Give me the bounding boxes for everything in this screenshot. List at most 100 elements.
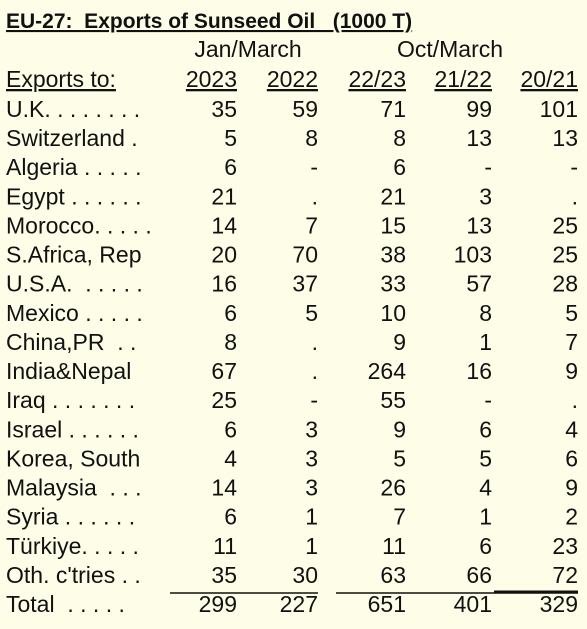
cell: 2 (565, 504, 578, 530)
cell: 5 (479, 445, 492, 471)
cell: - (310, 154, 318, 180)
cell: 16 (466, 358, 492, 384)
cell: 401 (454, 591, 492, 617)
cell: 20 (211, 242, 237, 268)
cell: 299 (199, 591, 237, 617)
table-title: EU-27: Exports of Sunseed Oil (1000 T) (6, 10, 412, 33)
cell: 3 (479, 183, 492, 209)
cell: . (572, 183, 578, 209)
cell: 9 (393, 416, 406, 442)
cell: . (312, 358, 318, 384)
cell: 6 (224, 416, 237, 442)
cell: 5 (393, 445, 406, 471)
cell: 264 (368, 358, 407, 384)
cell: 6 (565, 445, 578, 471)
row-label: Israel . . . . . . (6, 416, 139, 442)
cell: 227 (280, 591, 318, 617)
cell: . (572, 387, 578, 413)
cell: 35 (211, 562, 237, 588)
cell: - (484, 154, 492, 180)
cell: 7 (565, 329, 578, 355)
column-header: 2022 (267, 66, 318, 92)
cell: 6 (393, 154, 406, 180)
cell: - (570, 154, 578, 180)
row-label: Morocco. . . . . (6, 212, 152, 238)
cell: . (312, 329, 318, 355)
cell: 329 (540, 591, 578, 617)
row-label: Korea, South (6, 445, 140, 471)
cell: - (484, 387, 492, 413)
cell: 7 (393, 504, 406, 530)
row-label: China,PR . . (6, 329, 136, 355)
cell: 70 (292, 242, 318, 268)
cell: 1 (479, 329, 492, 355)
cell: 13 (466, 125, 492, 151)
cell: 3 (305, 475, 318, 501)
cell: 103 (454, 242, 492, 268)
row-label: Türkiye. . . . . (6, 533, 139, 559)
cell: 101 (540, 96, 578, 122)
cell: 5 (565, 300, 578, 326)
cell: 8 (479, 300, 492, 326)
cell: 5 (305, 300, 318, 326)
cell: 4 (479, 475, 492, 501)
cell: 21 (211, 183, 237, 209)
cell: 3 (305, 416, 318, 442)
cell: - (310, 387, 318, 413)
cell: 14 (211, 212, 237, 238)
cell: 6 (224, 300, 237, 326)
cell: 651 (368, 591, 406, 617)
cell: 1 (305, 533, 318, 559)
cell: 8 (393, 125, 406, 151)
cell: 72 (552, 562, 578, 588)
cell: 15 (380, 212, 406, 238)
cell: . (312, 183, 318, 209)
cell: 71 (380, 96, 406, 122)
cell: 9 (565, 358, 578, 384)
column-header: 2023 (186, 66, 237, 92)
cell: 99 (466, 96, 492, 122)
cell: 6 (479, 533, 492, 559)
cell: 8 (224, 329, 237, 355)
cell: 14 (211, 475, 237, 501)
cell: 21 (380, 183, 406, 209)
cell: 11 (382, 533, 406, 559)
cell: 30 (292, 562, 318, 588)
cell: 25 (552, 242, 578, 268)
column-header: Exports to: (6, 66, 116, 92)
row-label: Malaysia . . . (6, 475, 141, 501)
cell: 16 (211, 271, 237, 297)
row-label: Total . . . . . (6, 591, 125, 617)
cell: 10 (380, 300, 406, 326)
row-label: Syria . . . . . . (6, 504, 135, 530)
row-label: Iraq . . . . . . . (6, 387, 135, 413)
cell: 66 (466, 562, 492, 588)
cell: 63 (380, 562, 406, 588)
cell: 7 (305, 212, 318, 238)
cell: 1 (479, 504, 492, 530)
cell: 35 (211, 96, 237, 122)
cell: 57 (466, 271, 492, 297)
cell: 8 (305, 125, 318, 151)
group-header: Oct/March (397, 36, 503, 62)
cell: 26 (380, 475, 406, 501)
cell: 3 (305, 445, 318, 471)
row-label: Switzerland . (6, 125, 138, 151)
row-label: U.K. . . . . . . . (6, 96, 140, 122)
column-header: 21/22 (434, 66, 492, 92)
cell: 11 (213, 533, 237, 559)
cell: 6 (224, 504, 237, 530)
column-header: 22/23 (348, 66, 406, 92)
cell: 38 (380, 242, 406, 268)
cell: 13 (552, 125, 578, 151)
row-label: S.Africa, Rep (6, 242, 142, 268)
cell: 1 (305, 504, 318, 530)
cell: 4 (224, 445, 237, 471)
cell: 9 (565, 475, 578, 501)
cell: 6 (479, 416, 492, 442)
row-label: Algeria . . . . . (6, 154, 142, 180)
cell: 55 (380, 387, 406, 413)
cell: 6 (224, 154, 237, 180)
